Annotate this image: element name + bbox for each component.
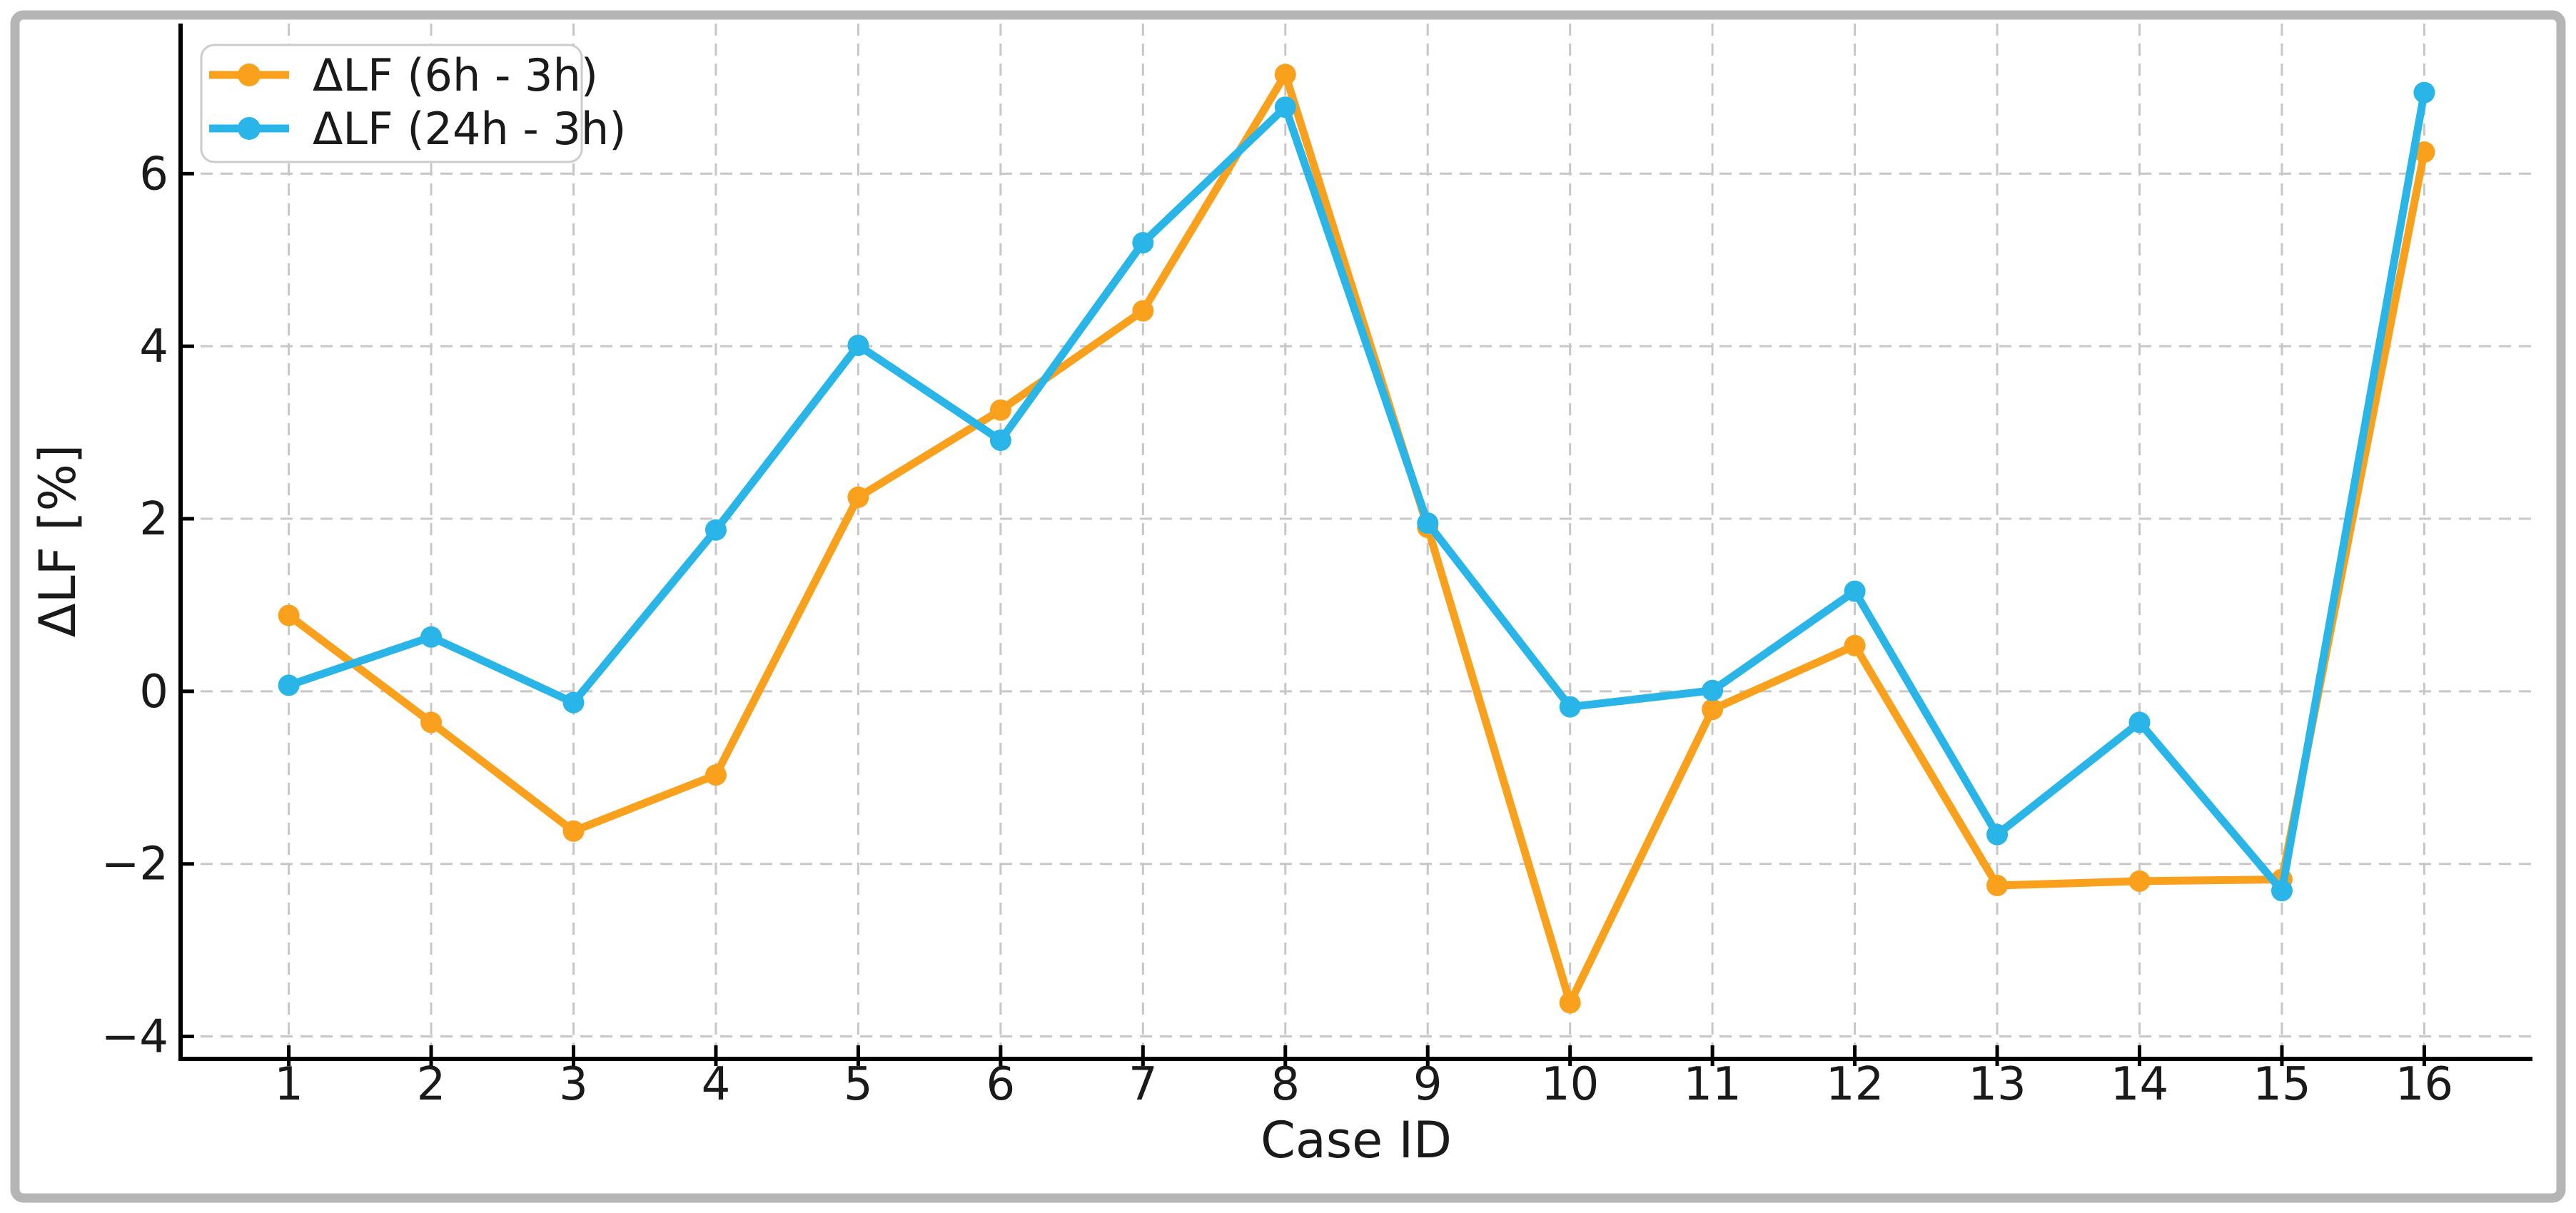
data-point-marker (1559, 992, 1581, 1014)
data-point-marker (278, 674, 300, 696)
x-tick-label: 12 (1826, 1058, 1884, 1111)
data-point-marker (562, 820, 585, 842)
y-tick-label: 0 (139, 666, 168, 719)
x-tick-label: 13 (1968, 1058, 2026, 1111)
legend-sample-marker-series-0 (238, 64, 261, 86)
x-tick-label: 4 (702, 1058, 731, 1111)
x-tick-label: 10 (1541, 1058, 1599, 1111)
y-tick-label: −4 (101, 1011, 168, 1064)
data-point-marker (1559, 696, 1581, 718)
y-tick-label: 4 (139, 320, 168, 373)
data-point-marker (1702, 679, 1724, 701)
data-point-marker (1274, 64, 1296, 86)
x-tick-label: 11 (1683, 1058, 1741, 1111)
series-line (285, 88, 2428, 895)
data-point-marker (1132, 232, 1154, 254)
data-point-marker (420, 711, 443, 734)
legend-sample-marker-series-1 (238, 117, 261, 140)
y-axis-label: ΔLF [%] (29, 445, 87, 638)
legend: ΔLF (6h - 3h) ΔLF (24h - 3h) (200, 44, 626, 163)
x-tick-label: 5 (844, 1058, 873, 1111)
x-tick-label: 6 (986, 1058, 1016, 1111)
series-line (285, 70, 2428, 1007)
data-point-marker (704, 764, 727, 786)
data-point-marker (2271, 880, 2293, 902)
x-tick-label: 16 (2395, 1058, 2453, 1111)
x-tick-label: 1 (274, 1058, 303, 1111)
y-tick-label: 6 (139, 148, 168, 201)
data-point-marker (1132, 300, 1154, 322)
data-point-marker (1844, 580, 1866, 602)
data-point-marker (847, 335, 869, 357)
y-tick-label: −2 (101, 838, 168, 891)
x-tick-label: 2 (417, 1058, 446, 1111)
data-point-marker (562, 691, 585, 714)
x-tick-label: 3 (559, 1058, 588, 1111)
x-tick-label: 15 (2253, 1058, 2310, 1111)
data-point-marker (989, 399, 1011, 421)
data-point-marker (847, 486, 869, 508)
data-point-marker (2128, 870, 2151, 892)
legend-label-series-1: ΔLF (24h - 3h) (313, 103, 626, 155)
axis-spines (178, 24, 2532, 1061)
legend-box (200, 44, 583, 163)
figure-frame-border (10, 10, 2566, 1203)
data-point-marker (1702, 699, 1724, 721)
x-tick-label: 14 (2111, 1058, 2168, 1111)
axis-ticks (179, 171, 2426, 1066)
data-point-marker (1986, 823, 2009, 846)
x-tick-label: 8 (1271, 1058, 1300, 1111)
x-tick-label: 9 (1413, 1058, 1443, 1111)
y-tick-label: 2 (139, 493, 168, 546)
data-point-marker (2128, 711, 2151, 734)
x-tick-label: 7 (1128, 1058, 1158, 1111)
data-series (278, 64, 2435, 1014)
data-point-marker (1986, 874, 2009, 896)
legend-label-series-0: ΔLF (6h - 3h) (313, 49, 598, 101)
data-point-marker (278, 604, 300, 626)
data-point-marker (1417, 512, 1439, 534)
data-point-marker (2413, 141, 2435, 163)
data-point-marker (704, 519, 727, 541)
series-1 (278, 81, 2435, 902)
series-0 (278, 64, 2435, 1014)
data-point-marker (989, 430, 1011, 452)
data-point-marker (1274, 96, 1296, 118)
data-point-marker (1844, 634, 1866, 656)
data-point-marker (420, 626, 443, 648)
x-axis-label: Case ID (1261, 1111, 1452, 1169)
gridlines (181, 24, 2532, 1059)
data-point-marker (2413, 81, 2435, 103)
